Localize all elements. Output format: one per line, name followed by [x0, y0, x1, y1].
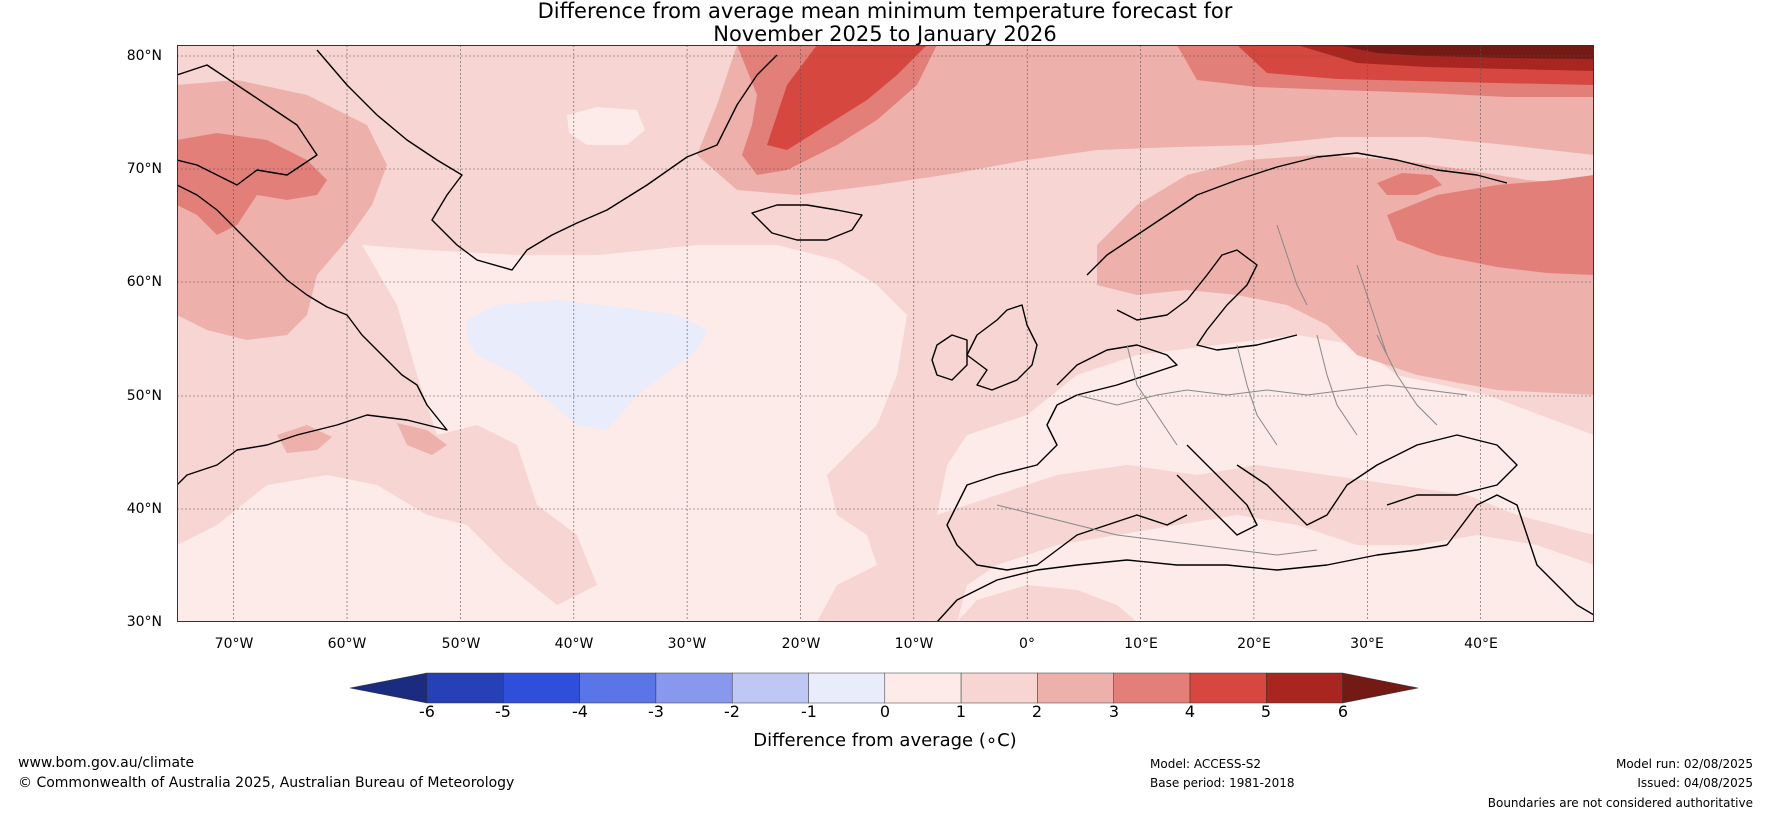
title-line-2: November 2025 to January 2026	[713, 22, 1057, 46]
colorbar-bin-3-4	[1113, 672, 1191, 704]
anomaly-region-4-5-greenland-sea	[767, 45, 927, 150]
colorbar-extend-high	[1342, 672, 1419, 704]
lon-label-20e: 20°E	[1237, 636, 1271, 652]
lon-label-30e: 30°E	[1350, 636, 1384, 652]
balkans-black-sea	[1236, 434, 1518, 526]
anomaly-region-3-4-baffin	[177, 133, 327, 235]
colorbar-tick: -3	[648, 702, 664, 721]
anomaly-region-1-2-south	[957, 585, 1137, 622]
anomaly-region-1-2-mediterranean	[937, 465, 1594, 622]
lon-label-70w: 70°W	[214, 636, 254, 652]
colorbar-tick: 4	[1184, 702, 1196, 721]
colorbar-tick: -1	[801, 702, 817, 721]
anomaly-region-0-1-pocket	[567, 107, 645, 145]
greenland-coast	[316, 49, 778, 271]
anomaly-region-3-4-russia	[1387, 175, 1594, 275]
colorbar-bin-m6-m5	[426, 672, 504, 704]
colorbar-bin-2-3	[1037, 672, 1114, 704]
colorbar-bin-m1-0	[808, 672, 886, 704]
base-period: Base period: 1981-2018	[1150, 776, 1295, 790]
colorbar-tick: -6	[419, 702, 435, 721]
lon-label-30w: 30°W	[667, 636, 707, 652]
labrador-coast	[177, 184, 448, 486]
colorbar-bin-1-2	[960, 672, 1038, 704]
anomaly-region-3-4-finland	[1377, 173, 1442, 195]
lon-label-40e: 40°E	[1464, 636, 1498, 652]
colorbar-tick: 3	[1108, 702, 1120, 721]
coastlines	[177, 49, 1594, 622]
lon-label-60w: 60°W	[327, 636, 367, 652]
website-link[interactable]: www.bom.gov.au/climate	[18, 755, 195, 771]
iceland-coast	[751, 204, 863, 241]
lat-label-40n: 40°N	[126, 501, 162, 517]
colorbar-label: Difference from average (∘C)	[753, 730, 1017, 751]
baffin-coast	[177, 64, 318, 186]
border-6	[996, 504, 1318, 556]
copyright-text: © Commonwealth of Australia 2025, Austra…	[18, 775, 515, 791]
lat-label-70n: 70°N	[126, 161, 162, 177]
lat-lon-grid	[177, 45, 1594, 622]
map-title: Difference from average mean minimum tem…	[0, 0, 1770, 46]
colorbar-tick: 1	[955, 702, 967, 721]
lon-label-50w: 50°W	[441, 636, 481, 652]
lon-label-0: 0°	[1019, 636, 1035, 652]
colorbar-tick: -5	[495, 702, 511, 721]
ireland	[931, 334, 968, 381]
colorbar-bin-0-1	[884, 672, 962, 704]
colorbar-tick: 0	[879, 702, 891, 721]
issued-date: Issued: 04/08/2025	[1637, 776, 1753, 790]
lat-label-60n: 60°N	[126, 274, 162, 290]
british-isles	[966, 304, 1038, 391]
colorbar-extend-low	[349, 672, 428, 704]
lat-label-30n: 30°N	[126, 614, 162, 630]
colorbar-bin-m5-m4	[503, 672, 580, 704]
lat-label-80n: 80°N	[126, 48, 162, 64]
country-borders	[996, 224, 1468, 556]
map-canvas	[177, 45, 1594, 622]
anomaly-region-minus1-0-atlantic	[467, 300, 707, 430]
norway-coast	[1086, 152, 1508, 276]
anomaly-region-2-3-small-1	[277, 425, 332, 453]
colorbar-bin-m4-m3	[579, 672, 657, 704]
border-4	[1316, 334, 1358, 436]
map-border	[177, 45, 1594, 622]
lon-label-20w: 20°W	[781, 636, 821, 652]
anomaly-region-2-3-small-2	[397, 423, 447, 455]
border-3	[1236, 344, 1278, 446]
colorbar-bin-5-6	[1266, 672, 1343, 704]
colorbar-tick: 6	[1337, 702, 1349, 721]
boundary-disclaimer: Boundaries are not considered authoritat…	[1487, 796, 1753, 810]
border-1	[1076, 384, 1468, 406]
levant-coast	[1446, 494, 1594, 616]
lon-label-10e: 10°E	[1124, 636, 1158, 652]
title-line-1: Difference from average mean minimum tem…	[537, 0, 1233, 23]
colorbar-bin-4-5	[1189, 672, 1267, 704]
border-7	[1356, 264, 1388, 356]
forecast-map	[177, 45, 1594, 622]
colorbar-tick: 2	[1031, 702, 1043, 721]
europe-west-coast	[946, 344, 1188, 571]
africa-north-coast	[936, 544, 1448, 622]
italy	[1176, 444, 1258, 536]
colorbar	[349, 670, 1420, 710]
colorbar-bin-m2-m1	[731, 672, 809, 704]
lat-label-50n: 50°N	[126, 388, 162, 404]
lon-label-10w: 10°W	[894, 636, 934, 652]
anomaly-region-above-6-barents	[1337, 45, 1594, 59]
colorbar-tick: -2	[724, 702, 740, 721]
border-8	[1276, 224, 1308, 306]
colorbar-tick: 5	[1260, 702, 1272, 721]
lon-label-40w: 40°W	[554, 636, 594, 652]
colorbar-tick: -4	[572, 702, 588, 721]
model-name: Model: ACCESS-S2	[1150, 757, 1262, 771]
model-run-date: Model run: 02/08/2025	[1615, 757, 1753, 771]
colorbar-bin-m3-m2	[655, 672, 733, 704]
border-2	[1126, 344, 1178, 446]
sweden-baltic	[1116, 249, 1298, 351]
